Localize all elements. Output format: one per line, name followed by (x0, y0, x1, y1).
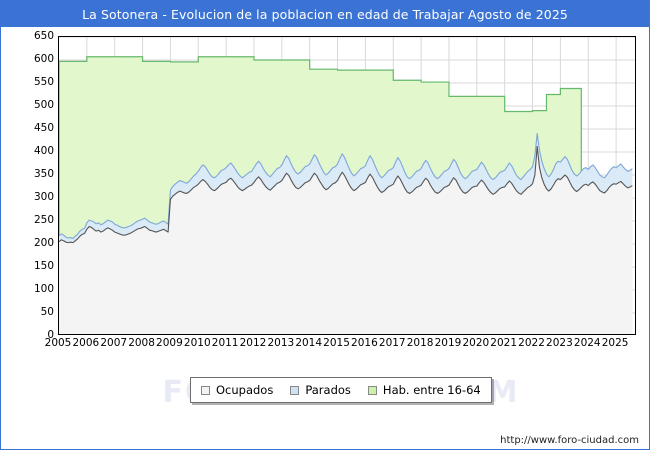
x-axis-tick: 2009 (156, 337, 183, 349)
y-axis-tick: 600 (33, 53, 54, 65)
y-axis-tick: 250 (33, 214, 54, 226)
x-axis-tick: 2018 (406, 337, 434, 349)
x-axis-tick: 2022 (518, 337, 545, 349)
chart-svg (59, 37, 635, 334)
y-axis-tick: 150 (33, 260, 54, 272)
legend-label-ocupados: Ocupados (216, 383, 274, 397)
x-axis-tick: 2024 (573, 337, 601, 349)
x-axis-tick: 2015 (323, 337, 350, 349)
x-axis-tick: 2005 (44, 337, 72, 349)
y-axis-tick: 400 (33, 145, 54, 157)
x-axis-tick: 2019 (434, 337, 462, 349)
x-axis-tick: 2013 (267, 337, 295, 349)
chart-region: 0 50 100 150 200 250 300 350 400 450 500 550 600 650 … (1, 27, 649, 449)
x-axis-tick: 2011 (211, 337, 239, 349)
legend-swatch-ocupados (201, 385, 210, 395)
y-axis-labels: 0 50 100 150 200 250 300 350 400 450 500 550 600 650 (1, 27, 54, 347)
legend-item-hab-16-64[interactable]: Hab. entre 16-64 (367, 383, 481, 397)
legend-swatch-parados (290, 385, 300, 395)
window-title-bar: La Sotonera - Evolucion de la poblacion … (1, 1, 649, 27)
legend-label-hab-16-64: Hab. entre 16-64 (382, 383, 481, 397)
y-axis-tick: 50 (40, 306, 54, 318)
y-axis-tick: 100 (33, 283, 54, 295)
y-axis-tick: 350 (33, 168, 54, 180)
y-axis-tick: 200 (33, 237, 54, 249)
legend-item-parados[interactable]: Parados (290, 383, 351, 397)
x-axis-tick: 2020 (462, 337, 490, 349)
legend-item-ocupados[interactable]: Ocupados (201, 383, 273, 397)
legend-label-parados: Parados (305, 383, 351, 397)
y-axis-tick: 0 (47, 329, 54, 341)
x-axis-tick: 2010 (183, 337, 211, 349)
y-axis-tick: 650 (33, 30, 54, 42)
x-axis-tick: 2021 (490, 337, 518, 349)
x-axis-tick: 2012 (239, 337, 267, 349)
x-axis-tick: 2014 (295, 337, 323, 349)
x-axis-tick: 2016 (351, 337, 378, 349)
legend-swatch-hab-16-64 (367, 385, 377, 395)
footer-url[interactable]: http://www.foro-ciudad.com (500, 435, 639, 446)
x-axis-tick: 2023 (546, 337, 573, 349)
y-axis-tick: 500 (33, 99, 54, 111)
x-axis-tick: 2006 (72, 337, 100, 349)
plot-area (58, 36, 636, 335)
y-axis-tick: 550 (33, 76, 54, 88)
x-axis-labels: 2005 2006 2007 2008 2009 2010 2011 2012 2013 2014… (45, 337, 636, 357)
y-axis-tick: 450 (33, 122, 54, 134)
x-axis-tick: 2007 (100, 337, 128, 349)
x-axis-tick: 2008 (128, 337, 155, 349)
y-axis-tick: 300 (33, 191, 54, 203)
chart-legend: Ocupados Parados Hab. entre 16-64 (190, 377, 492, 403)
page-title: La Sotonera - Evolucion de la poblacion … (82, 6, 568, 22)
x-axis-tick: 2025 (601, 337, 629, 349)
x-axis-tick: 2017 (378, 337, 406, 349)
